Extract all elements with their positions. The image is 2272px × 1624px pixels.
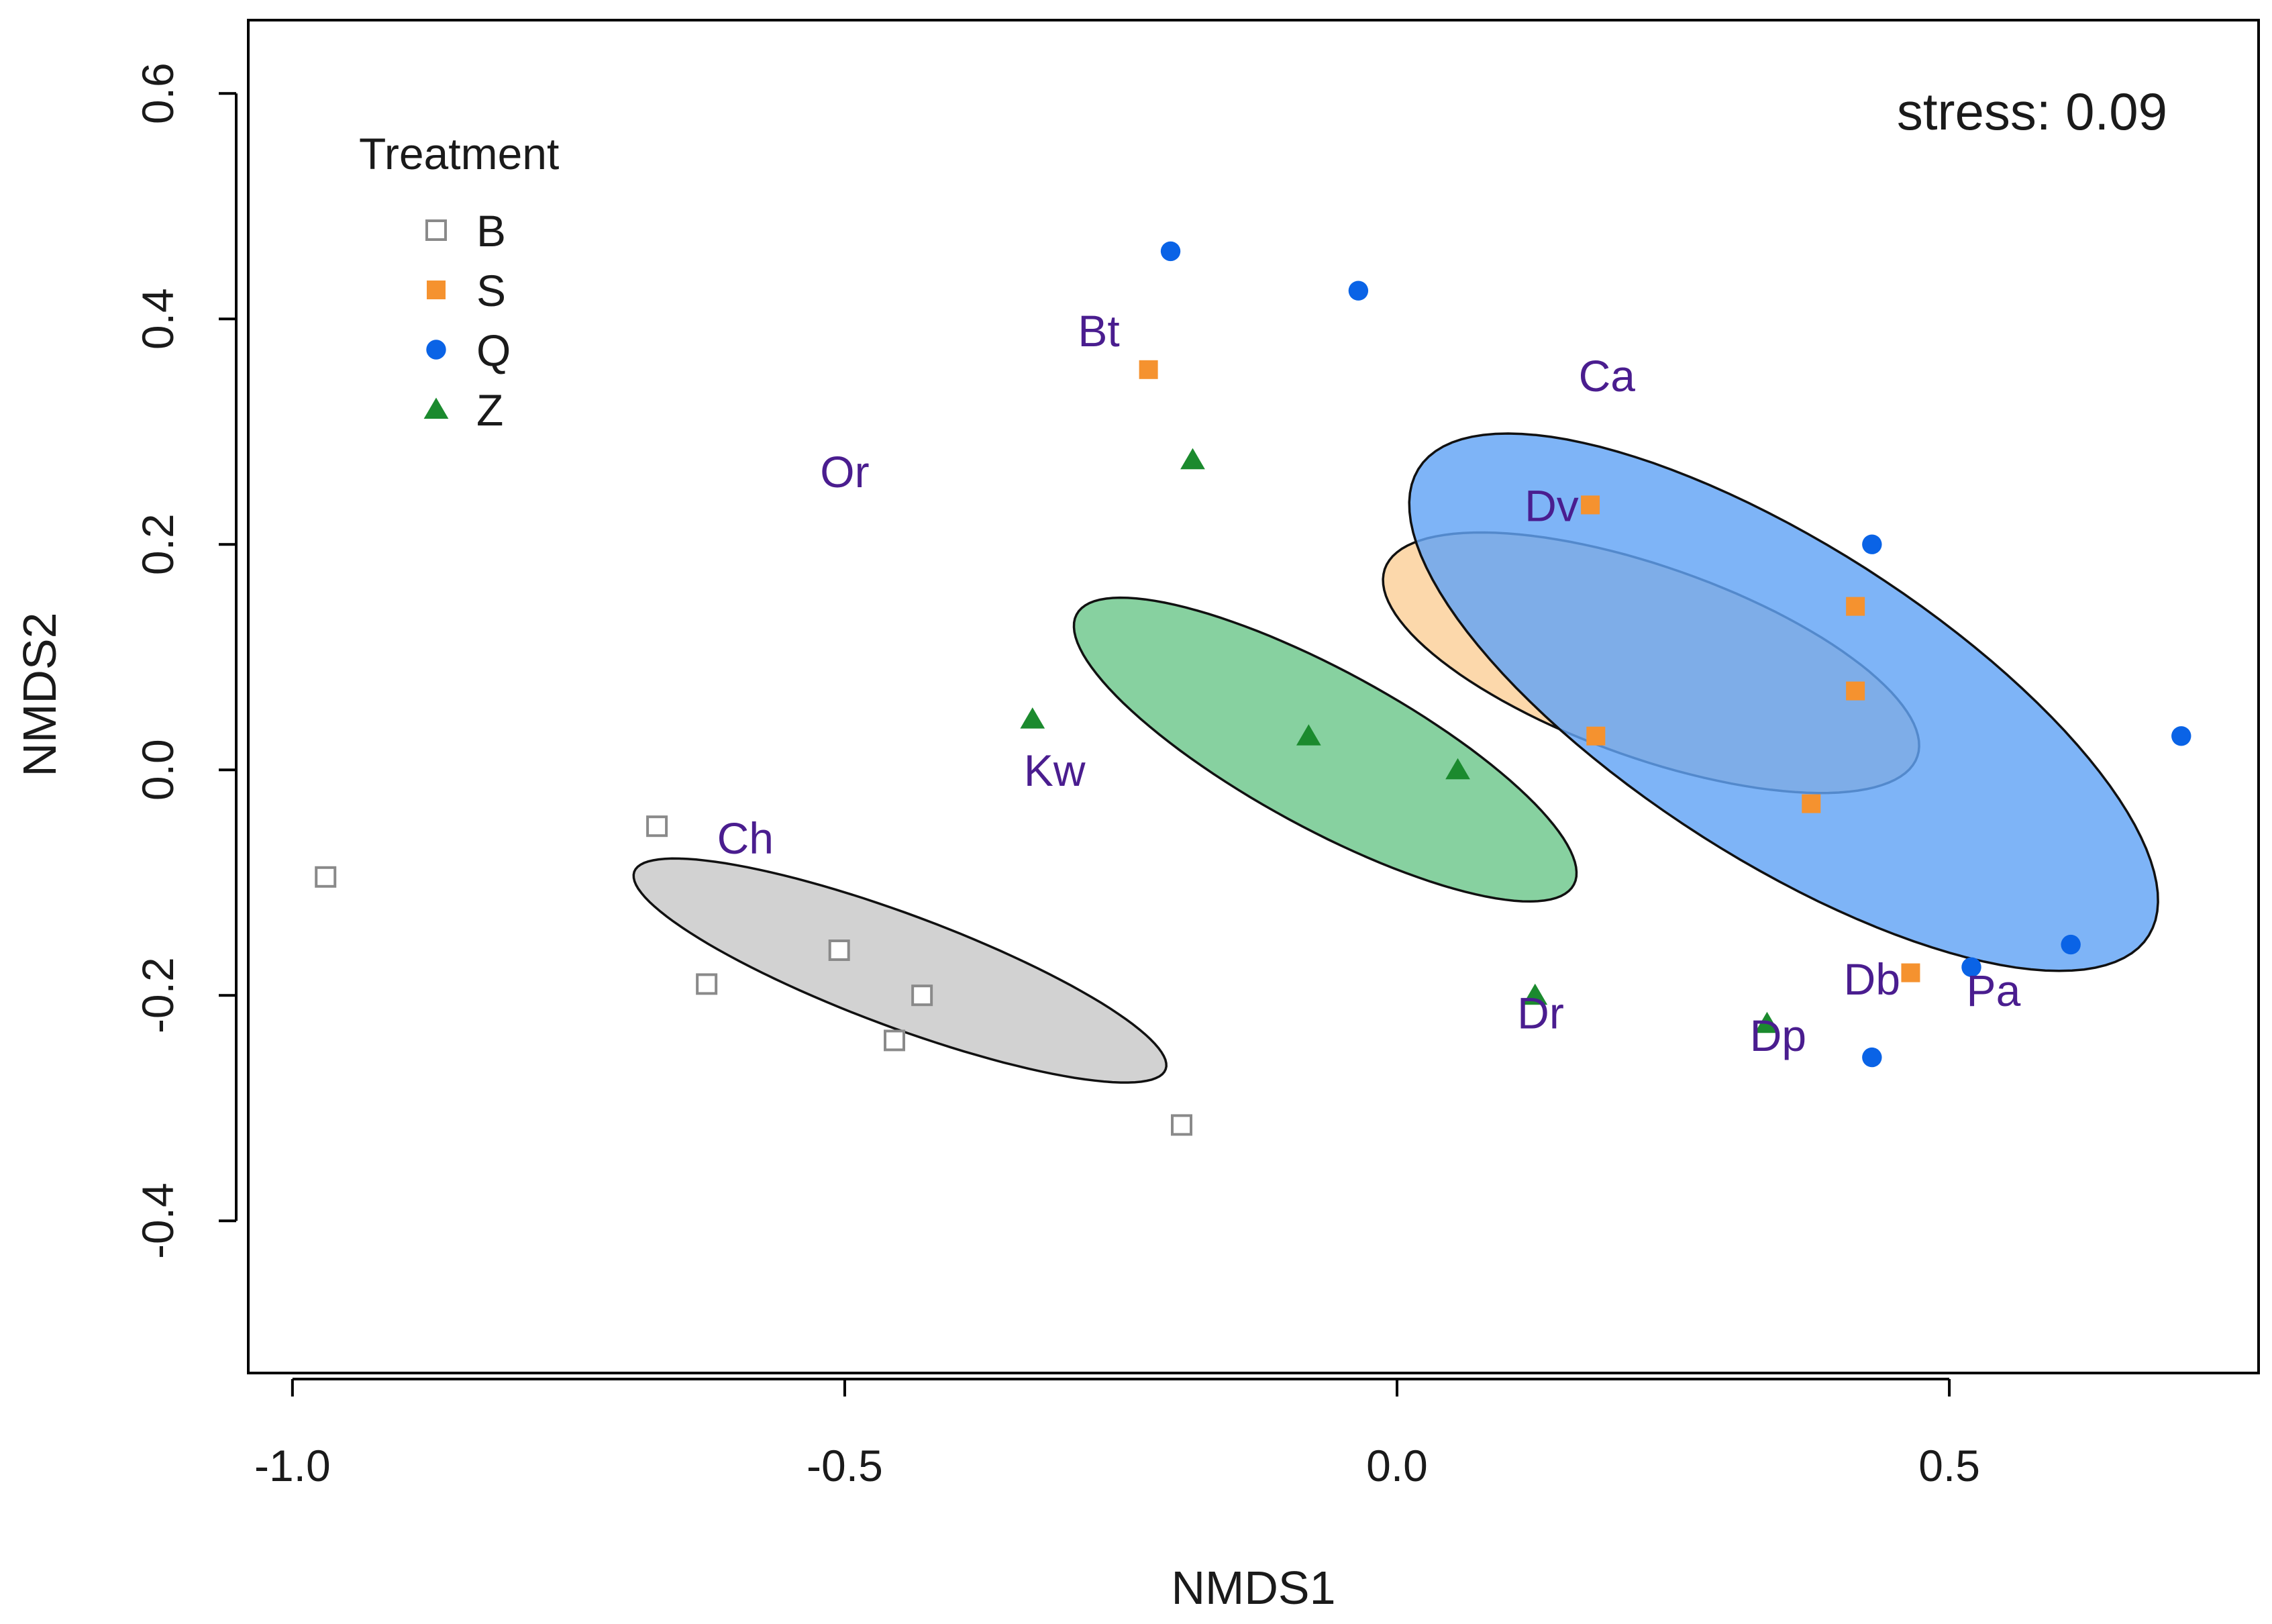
- site-label-pa: Pa: [1967, 966, 2021, 1015]
- stress-annotation: stress: 0.09: [1897, 82, 2167, 141]
- plot-frame: [247, 19, 2260, 1374]
- ellipse-b: [632, 857, 1168, 1084]
- point-b-6: [911, 984, 933, 1007]
- point-b-5: [884, 1029, 905, 1052]
- site-label-or: Or: [820, 447, 869, 497]
- point-s-7: [1901, 963, 1920, 982]
- y-tick-label-6: 0.6: [133, 62, 183, 124]
- point-s-4: [1846, 681, 1865, 701]
- point-b-4: [828, 940, 850, 961]
- site-label-bt: Bt: [1078, 306, 1119, 356]
- point-q-2: [1348, 281, 1369, 301]
- site-label-dp: Dp: [1750, 1011, 1806, 1060]
- point-z-4: [1445, 758, 1470, 780]
- x-tick-label-3: 0.0: [1366, 1441, 1428, 1490]
- y-tick-label-5: 0.4: [133, 288, 183, 350]
- ellipse-q: [1408, 432, 2159, 972]
- point-q-5: [2061, 934, 2081, 955]
- site-label-layer: Bt Ca Or Dv Kw Ch Db Pa Dr Dp: [717, 306, 2021, 1060]
- y-tick-label-1: -0.4: [133, 1182, 183, 1259]
- point-s-5: [1586, 726, 1606, 746]
- ellipse-layer: [632, 432, 2159, 1084]
- y-tick-label-2: -0.2: [133, 957, 183, 1033]
- point-z-3: [1296, 724, 1321, 746]
- y-tick-label-3: 0.0: [133, 739, 183, 801]
- point-q-4: [2171, 726, 2191, 746]
- legend-marker-z: [423, 397, 449, 419]
- point-s-1: [1139, 360, 1158, 379]
- point-z-6: [1755, 1011, 1779, 1033]
- legend-title: Treatment: [359, 129, 559, 179]
- y-tick-label-4: 0.2: [133, 513, 183, 575]
- x-tick-label-1: -1.0: [254, 1441, 331, 1490]
- site-label-kw: Kw: [1024, 746, 1086, 795]
- site-label-dv: Dv: [1525, 480, 1579, 530]
- x-axis-title: NMDS1: [1171, 1562, 1335, 1614]
- point-z-1: [1180, 448, 1205, 470]
- point-z-2: [1020, 707, 1045, 729]
- point-s-3: [1846, 597, 1865, 616]
- legend-label-b: B: [476, 206, 506, 256]
- point-q-6: [1961, 957, 1981, 977]
- point-s-6: [1802, 794, 1821, 813]
- legend-label-s: S: [476, 266, 506, 315]
- point-q-1: [1160, 241, 1181, 262]
- legend-label-z: Z: [476, 385, 503, 435]
- point-b-3: [696, 973, 718, 995]
- legend-marker-q: [426, 340, 446, 360]
- site-label-dr: Dr: [1517, 988, 1564, 1037]
- site-label-ca: Ca: [1579, 351, 1636, 401]
- point-s-2: [1581, 495, 1600, 515]
- x-tick-label-4: 0.5: [1918, 1441, 1980, 1490]
- axis-layer: -1.0 -0.5 0.0 0.5 -0.4 -0.2 0.0 0.2 0.4 0.6: [133, 62, 1980, 1490]
- legend-label-q: Q: [476, 325, 511, 375]
- y-axis-title: NMDS2: [13, 612, 66, 776]
- legend-marker-s: [427, 281, 446, 299]
- point-b-2: [646, 815, 668, 838]
- legend-marker-b: [425, 219, 447, 241]
- point-q-3: [1862, 534, 1882, 554]
- point-b-7: [1171, 1114, 1192, 1136]
- point-q-7: [1862, 1047, 1882, 1068]
- x-tick-label-2: -0.5: [807, 1441, 883, 1490]
- point-b-1: [315, 866, 337, 888]
- site-label-db: Db: [1844, 954, 1900, 1004]
- site-label-ch: Ch: [717, 813, 774, 863]
- ellipse-z: [1072, 596, 1578, 903]
- point-z-5: [1522, 983, 1548, 1005]
- point-layer: [315, 241, 2191, 1136]
